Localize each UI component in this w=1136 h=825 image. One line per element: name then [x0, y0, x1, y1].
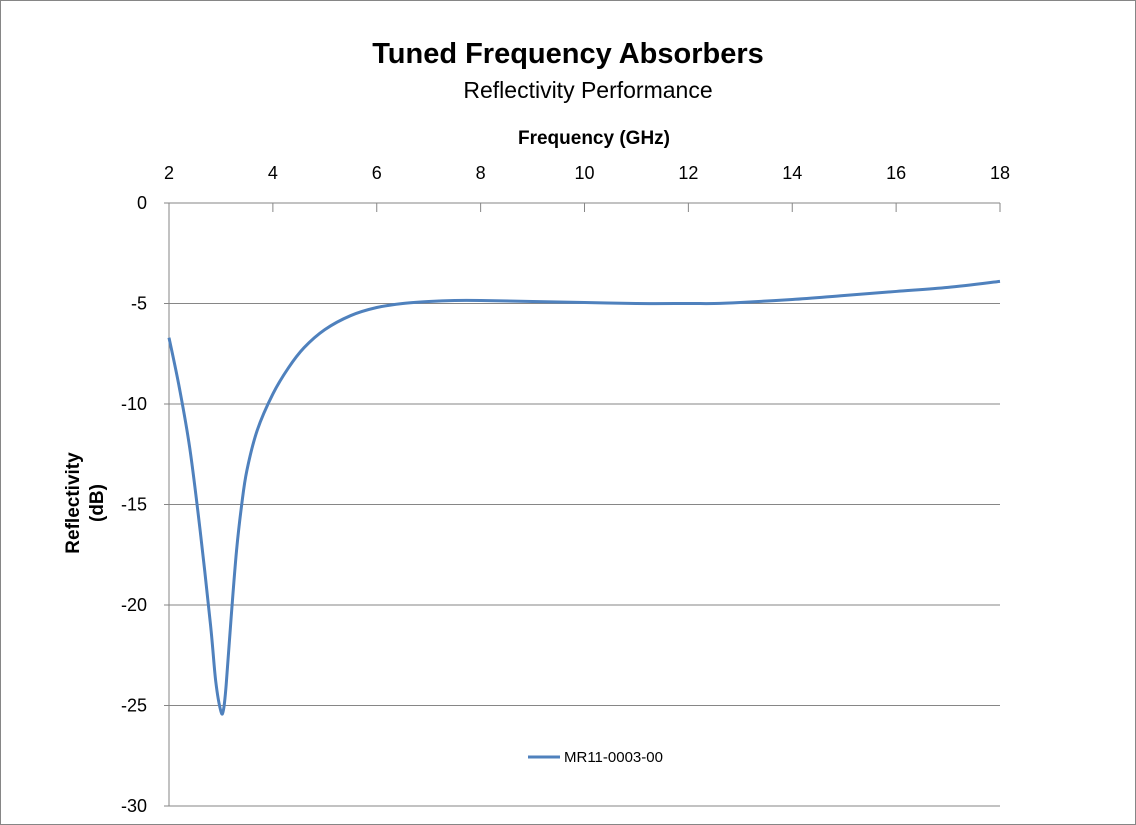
chart-title: Tuned Frequency Absorbers — [372, 38, 764, 70]
axis-layer: 0 -5 -10 -15 -20 -25 -30 2 4 6 8 10 12 14 16 18 — [121, 163, 1010, 816]
series-layer — [167, 279, 1001, 716]
x-tick-label: 8 — [476, 163, 486, 183]
y-tick-label: -15 — [121, 495, 147, 515]
y-tick-label: -5 — [131, 294, 147, 314]
x-tick-label: 18 — [990, 163, 1010, 183]
y-tick-label: 0 — [137, 193, 147, 213]
y-tick-label: -30 — [121, 796, 147, 816]
x-tick-label: 16 — [886, 163, 906, 183]
x-tick-label: 2 — [164, 163, 174, 183]
x-tick-label: 4 — [268, 163, 278, 183]
y-tick-label: -20 — [121, 595, 147, 615]
y-tick-label: -25 — [121, 696, 147, 716]
legend: MR11-0003-00 — [528, 749, 663, 766]
series-line-0 — [167, 279, 1001, 716]
chart-subtitle: Reflectivity Performance — [463, 77, 713, 103]
x-tick-label: 12 — [678, 163, 698, 183]
x-tick-label: 10 — [574, 163, 594, 183]
legend-label: MR11-0003-00 — [564, 749, 663, 766]
x-tick-label: 6 — [372, 163, 382, 183]
x-tick-label: 14 — [782, 163, 802, 183]
x-axis-label: Frequency (GHz) — [517, 128, 671, 149]
y-tick-label: -10 — [121, 394, 147, 414]
grid-layer — [169, 303, 1000, 807]
